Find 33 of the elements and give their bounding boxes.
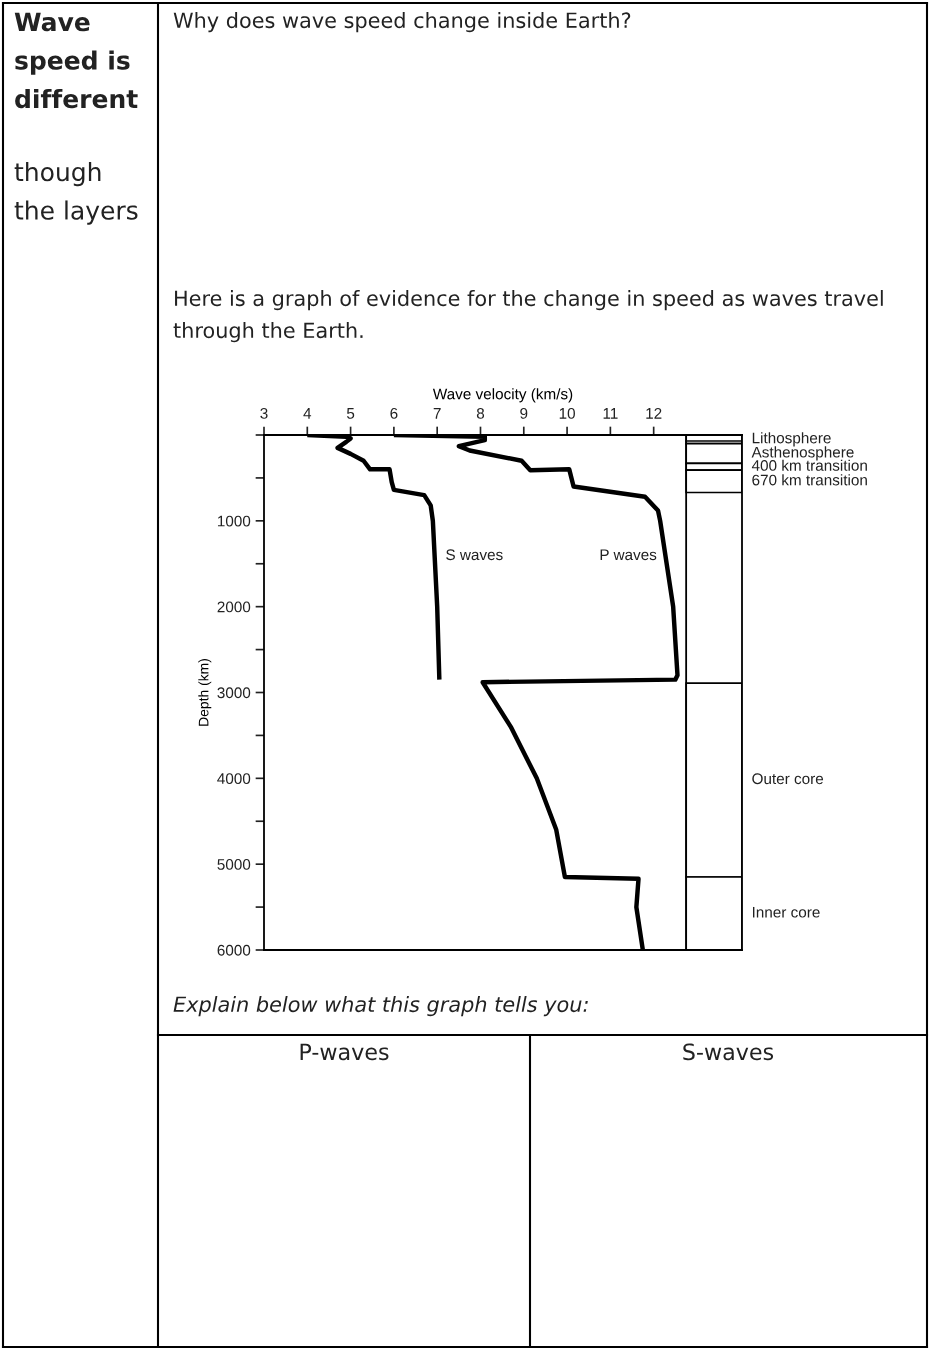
text: P-waves [300, 1043, 389, 1061]
y-tick-label: 6000 [217, 944, 251, 956]
y-axis-title: Depth (km) [198, 659, 212, 726]
text: Why does wave speed change inside Earth? [173, 12, 631, 33]
y-tick-label: 4000 [217, 773, 251, 785]
x-tick-label: 4 [303, 408, 312, 419]
x-axis-title: Wave velocity (km/s) [432, 388, 573, 403]
x-tick-label: 6 [390, 407, 398, 419]
text: though the layers [14, 162, 138, 225]
band-label: 400 km transition [751, 459, 867, 471]
band-label: Lithosphere [752, 432, 831, 447]
y-tick-label: 5000 [217, 859, 251, 870]
text: Here is a graph of evidence for the change in speed as waves travel through the Earth. [173, 290, 883, 343]
x-tick-label: 7 [433, 408, 441, 419]
band-label: Asthenosphere [751, 446, 854, 461]
y-tick-label: 2000 [217, 601, 251, 613]
text: S-waves [683, 1043, 774, 1061]
y-tick-label: 3000 [217, 687, 251, 699]
x-tick-label: 9 [520, 407, 528, 419]
x-tick-label: 5 [346, 408, 355, 419]
band-label: Inner core [752, 906, 820, 918]
band-label: Outer core [752, 773, 824, 785]
x-tick-label: 12 [646, 407, 662, 419]
band-label: 670 km transition [752, 474, 867, 486]
text: Explain below what this graph tells you: [173, 996, 588, 1017]
x-tick-label: 3 [260, 407, 268, 419]
x-tick-label: 8 [476, 407, 485, 419]
x-tick-label: 11 [603, 408, 618, 419]
text: Wave speed is different [14, 12, 138, 109]
series-label: S waves [446, 549, 503, 561]
y-tick-label: 1000 [217, 515, 251, 527]
series-label: P waves [600, 549, 657, 561]
x-tick-label: 10 [559, 407, 575, 419]
